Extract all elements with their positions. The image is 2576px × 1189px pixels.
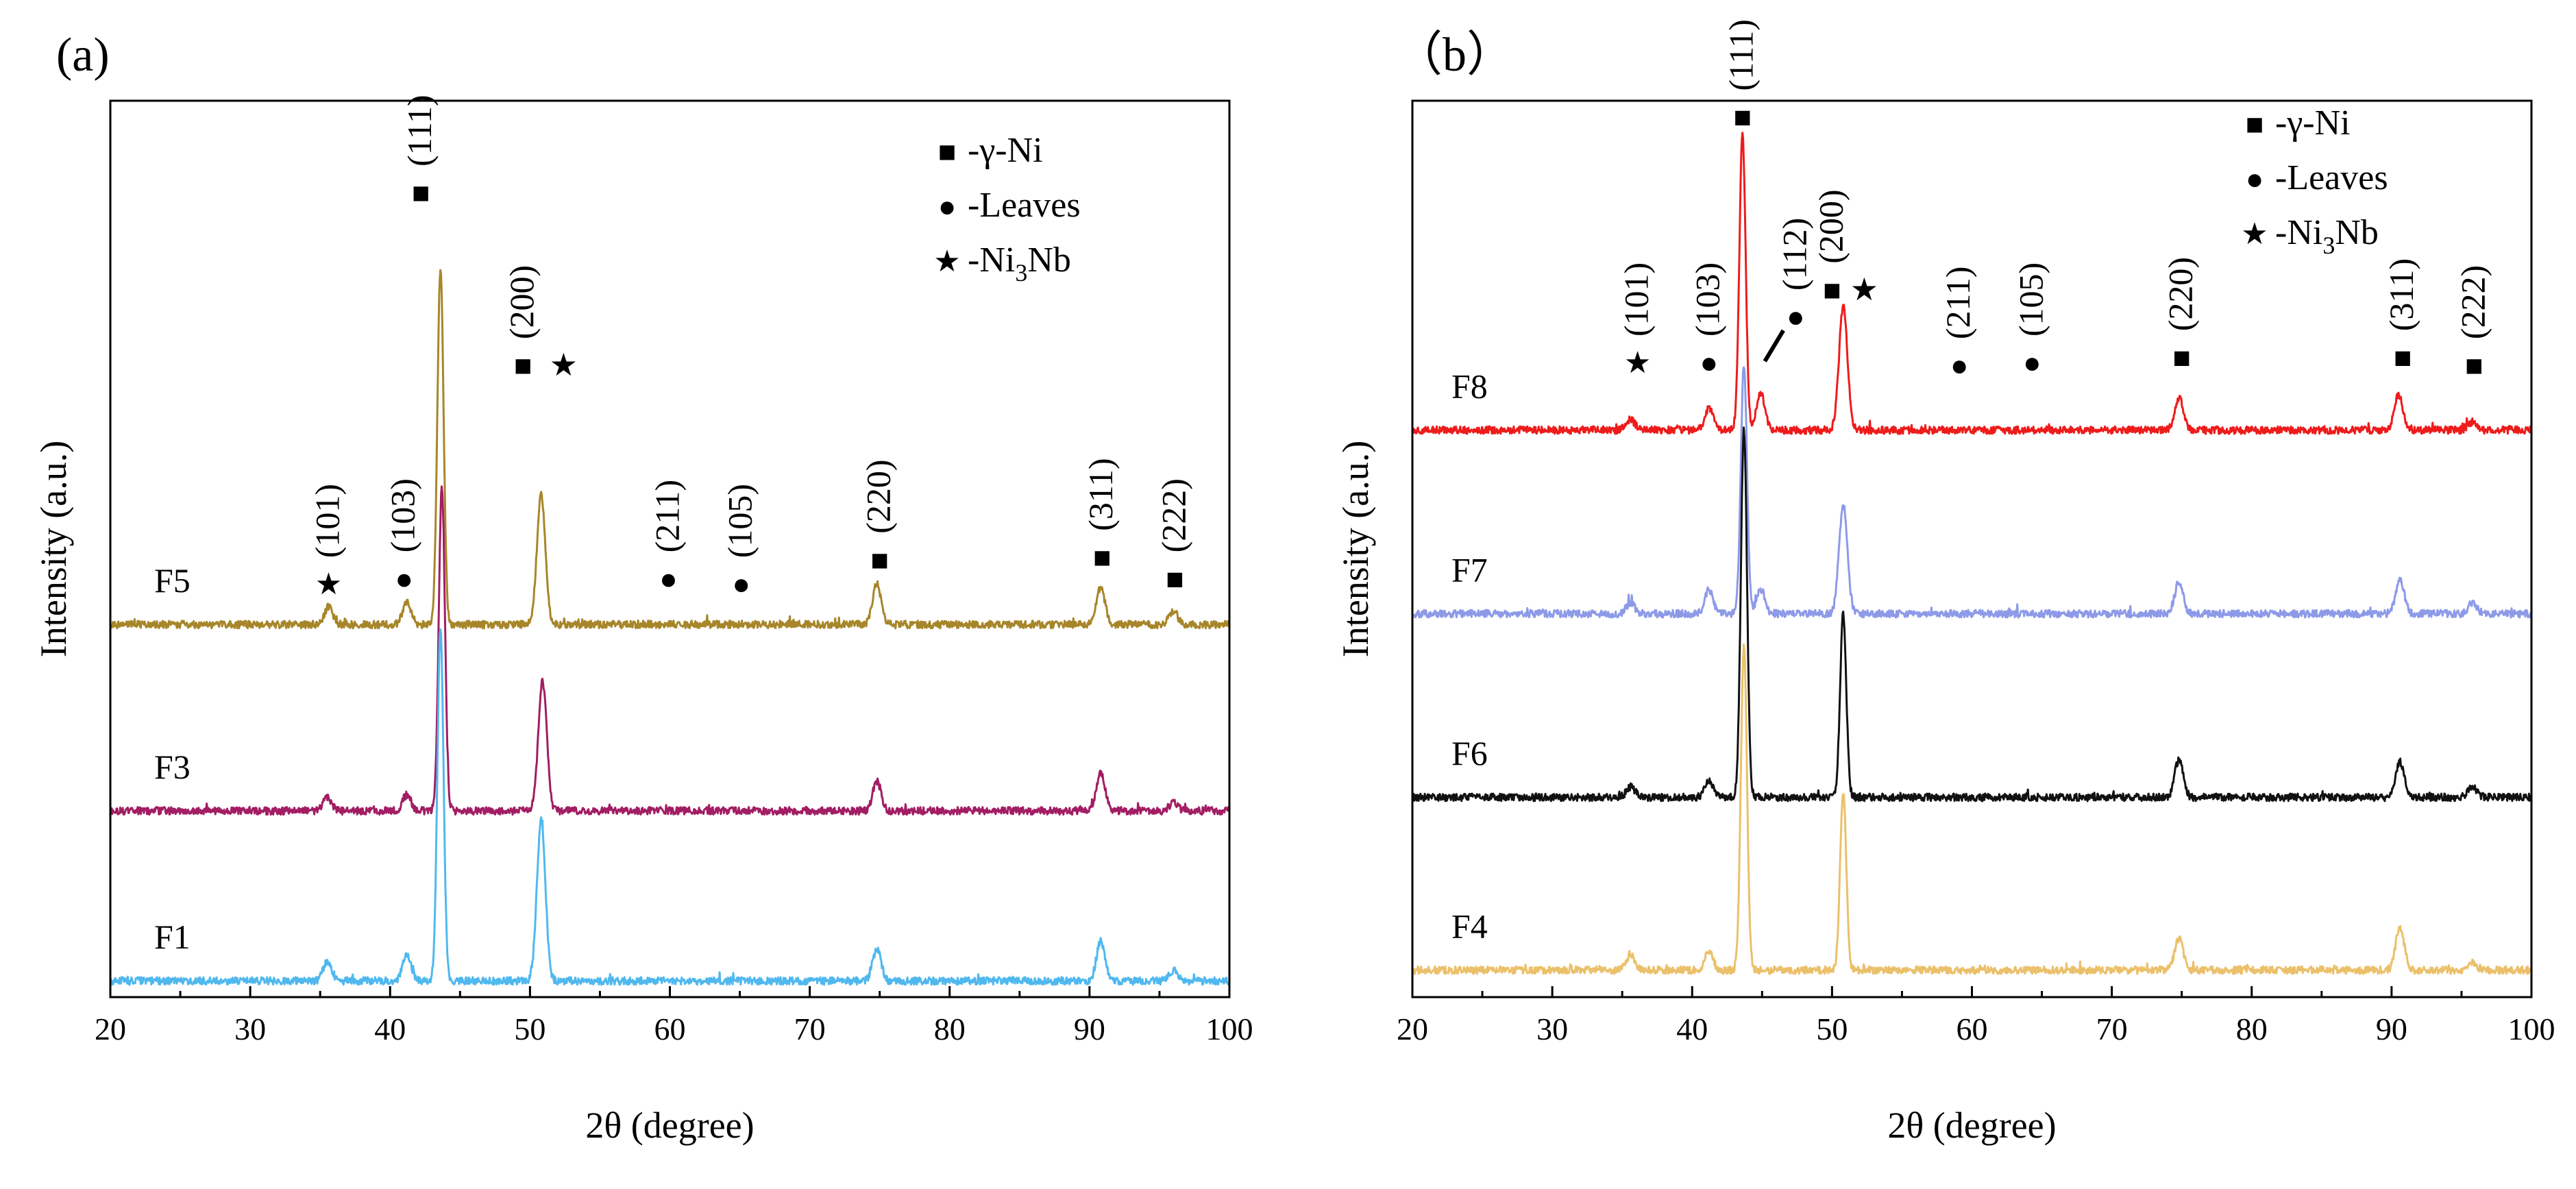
- phase-marker-circle: ●: [1700, 346, 1718, 380]
- series-label-f1: F1: [154, 918, 191, 956]
- legend-marker: ★: [933, 245, 960, 278]
- x-tick-label: 50: [514, 1012, 545, 1046]
- legend-marker: ●: [2246, 162, 2264, 196]
- series-label-f5: F5: [154, 561, 191, 600]
- phase-marker-square: ■: [514, 349, 532, 382]
- phase-marker-circle: ●: [1950, 349, 1969, 382]
- hkl-label: (103): [384, 478, 422, 552]
- hkl-label: (311): [1081, 458, 1120, 530]
- series-f6-line: [1411, 426, 2533, 802]
- series-label-f4: F4: [1451, 907, 1488, 945]
- hkl-label: (101): [1617, 262, 1656, 336]
- phase-marker-circle: ●: [2023, 346, 2041, 380]
- phase-marker-star: ★: [550, 347, 578, 382]
- hkl-label: (112): [1775, 218, 1813, 291]
- panel-label: （b）: [1395, 29, 1514, 82]
- x-tick-label: 70: [2096, 1012, 2128, 1046]
- x-tick-label: 100: [2508, 1012, 2555, 1046]
- hkl-label: (200): [1811, 189, 1850, 263]
- hkl-label: (111): [1722, 19, 1761, 91]
- series-f1-line: [110, 628, 1230, 986]
- series-f8-line: [1411, 132, 2532, 435]
- hkl-label: (311): [2382, 258, 2420, 331]
- phase-marker-square: ■: [2465, 349, 2483, 382]
- legend-label: -γ-Ni: [2275, 103, 2351, 143]
- phase-marker-square: ■: [1093, 541, 1112, 574]
- hkl-label: (111): [400, 95, 439, 167]
- hkl-label: (103): [1689, 262, 1727, 336]
- x-tick-label: 70: [794, 1012, 826, 1046]
- chart-panel-b: （b） F8 F7 F6 F4 20 30 40 50 60 70 80 90 100 2θ (degree…: [1335, 19, 2555, 1146]
- legend-label: -Ni3Nb: [968, 241, 1071, 286]
- series-f5-line: [109, 269, 1231, 630]
- chart-panel-a: (a) F5 F3 F1 20 30 40 50 60 70 80 90 100 2θ (degree) I…: [33, 29, 1253, 1146]
- hkl-label: (200): [502, 265, 541, 339]
- series-label-f8: F8: [1451, 367, 1488, 405]
- x-tick-label: 80: [2236, 1012, 2268, 1046]
- x-tick-label: 60: [1956, 1012, 1988, 1046]
- legend-label: -Ni3Nb: [2275, 213, 2379, 259]
- hkl-label: (211): [1939, 267, 1977, 339]
- series-f4-line: [1411, 643, 2533, 975]
- series-label-f6: F6: [1451, 734, 1488, 772]
- x-tick-label: 50: [1816, 1012, 1848, 1046]
- phase-marker-star: ★: [1850, 272, 1878, 307]
- hkl-label: (220): [859, 459, 898, 533]
- phase-marker-circle: ●: [732, 567, 750, 601]
- panel-label: (a): [56, 29, 110, 82]
- series-label-f3: F3: [154, 748, 191, 786]
- phase-marker-star: ★: [315, 567, 342, 601]
- legend-label: -Leaves: [2275, 158, 2388, 197]
- hkl-label: (105): [721, 484, 759, 558]
- x-tick-label: 40: [1676, 1012, 1708, 1046]
- phase-marker-circle: ●: [659, 562, 678, 596]
- phase-marker-square: ■: [1166, 562, 1184, 596]
- phase-marker-square: ■: [412, 176, 430, 210]
- x-axis-title: 2θ (degree): [1887, 1105, 2056, 1146]
- x-tick-label: 90: [1074, 1012, 1105, 1046]
- hkl-label: (220): [2161, 257, 2200, 331]
- series-f7-line: [1412, 366, 2533, 619]
- hkl-label: (101): [308, 484, 346, 558]
- phase-marker-square: ■: [2394, 341, 2412, 374]
- x-tick-label: 30: [1536, 1012, 1568, 1046]
- phase-marker-circle: ●: [395, 562, 413, 596]
- y-axis-title: Intensity (a.u.): [1335, 441, 1376, 657]
- legend-marker: ■: [938, 135, 957, 169]
- phase-marker-square: ■: [1823, 273, 1841, 307]
- phase-marker-square: ■: [2172, 341, 2191, 374]
- hkl-label: (211): [648, 480, 686, 552]
- x-axis-title: 2θ (degree): [585, 1105, 754, 1146]
- hkl-label: (222): [2453, 265, 2492, 339]
- legend-label: -γ-Ni: [968, 131, 1043, 170]
- x-tick-label: 60: [654, 1012, 686, 1046]
- x-tick-label: 40: [374, 1012, 406, 1046]
- series-label-f7: F7: [1451, 550, 1488, 589]
- y-axis-title: Intensity (a.u.): [33, 441, 74, 657]
- legend-marker: ■: [2246, 108, 2264, 141]
- x-tick-label: 90: [2376, 1012, 2407, 1046]
- phase-marker-circle: ●: [1787, 300, 1805, 334]
- x-tick-label: 80: [934, 1012, 966, 1046]
- phase-marker-square: ■: [1733, 101, 1752, 134]
- hkl-label: (105): [2011, 262, 2050, 336]
- series-f3-line: [109, 485, 1231, 816]
- legend-label: -Leaves: [968, 186, 1081, 225]
- x-tick-label: 20: [1397, 1012, 1428, 1046]
- hkl-label: (222): [1154, 478, 1192, 552]
- x-tick-label: 100: [1206, 1012, 1253, 1046]
- legend-marker: ●: [938, 190, 957, 223]
- annotation-leader-line: [1763, 329, 1785, 363]
- legend-marker: ★: [2241, 217, 2268, 251]
- x-tick-label: 20: [95, 1012, 126, 1046]
- phase-marker-star: ★: [1624, 346, 1651, 380]
- x-tick-label: 30: [234, 1012, 266, 1046]
- phase-marker-square: ■: [870, 543, 889, 577]
